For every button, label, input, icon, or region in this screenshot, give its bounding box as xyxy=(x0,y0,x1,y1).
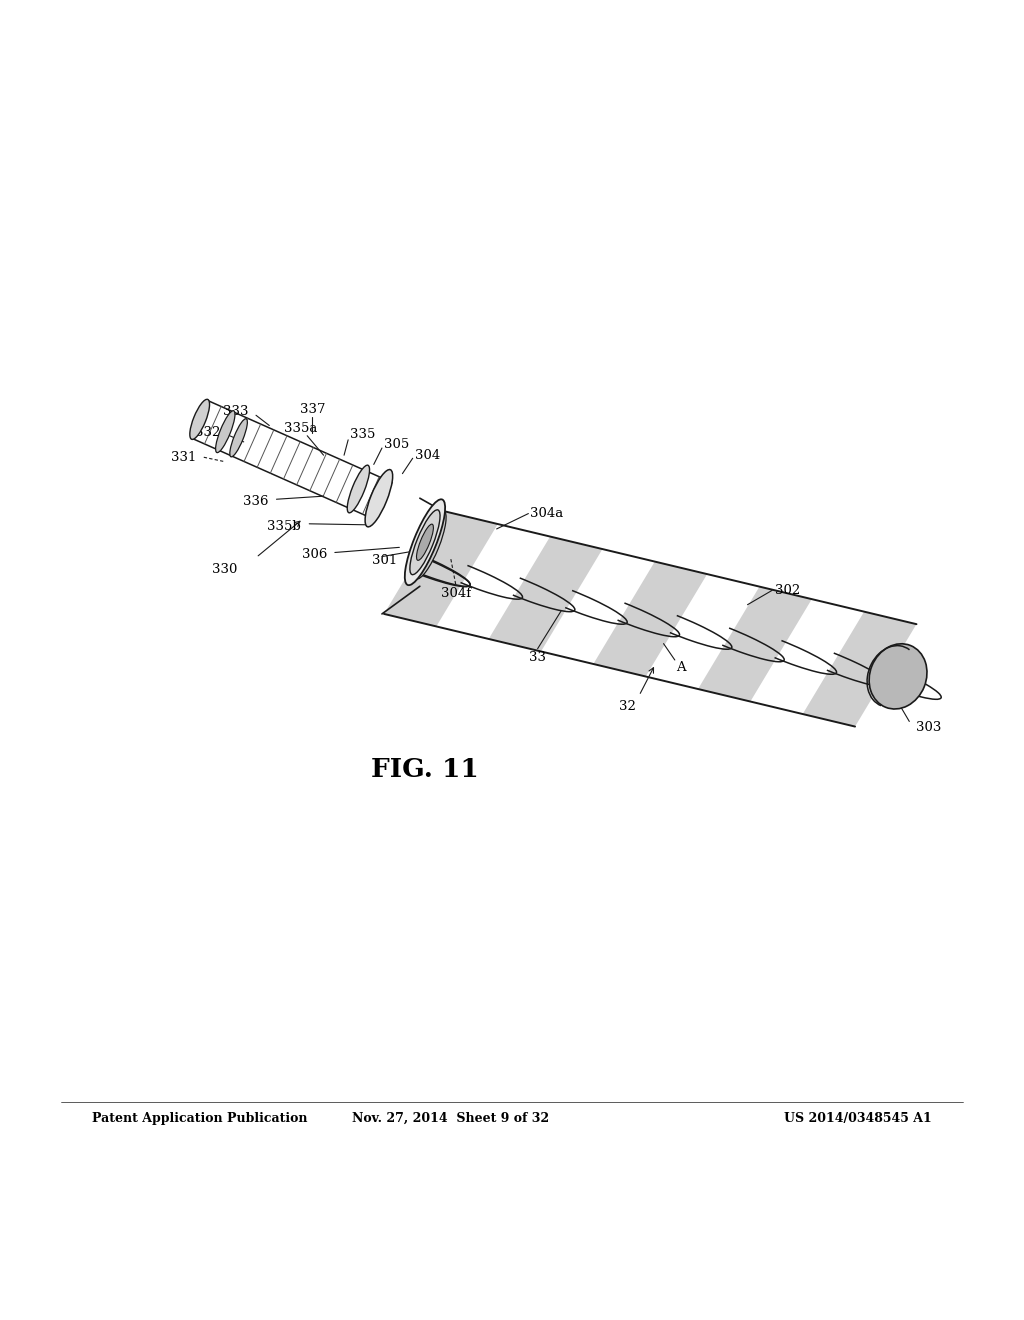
Text: 303: 303 xyxy=(916,721,942,734)
Text: 330: 330 xyxy=(212,564,238,577)
Polygon shape xyxy=(698,586,812,701)
Polygon shape xyxy=(593,561,708,676)
Text: Patent Application Publication: Patent Application Publication xyxy=(92,1113,307,1125)
Ellipse shape xyxy=(410,510,440,574)
Text: 335b: 335b xyxy=(267,520,301,533)
Ellipse shape xyxy=(347,465,370,513)
Text: 337: 337 xyxy=(300,403,325,416)
Text: 304: 304 xyxy=(415,449,440,462)
Text: 301: 301 xyxy=(372,554,397,568)
Ellipse shape xyxy=(869,644,927,709)
Text: 304a: 304a xyxy=(530,507,563,520)
Text: 332: 332 xyxy=(195,426,220,440)
Text: 331: 331 xyxy=(171,450,197,463)
Polygon shape xyxy=(384,512,498,627)
Polygon shape xyxy=(803,611,916,726)
Text: 32: 32 xyxy=(620,700,636,713)
Text: 305: 305 xyxy=(384,438,410,451)
Text: A: A xyxy=(676,661,686,673)
Ellipse shape xyxy=(216,411,234,453)
Polygon shape xyxy=(488,536,602,652)
Ellipse shape xyxy=(407,504,443,581)
Ellipse shape xyxy=(366,470,392,527)
Text: FIG. 11: FIG. 11 xyxy=(371,758,479,781)
Text: 33: 33 xyxy=(529,652,546,664)
Text: 335: 335 xyxy=(350,428,376,441)
Ellipse shape xyxy=(417,524,433,561)
Text: Nov. 27, 2014  Sheet 9 of 32: Nov. 27, 2014 Sheet 9 of 32 xyxy=(352,1113,549,1125)
Ellipse shape xyxy=(404,499,445,585)
Ellipse shape xyxy=(414,511,446,579)
Text: US 2014/0348545 A1: US 2014/0348545 A1 xyxy=(784,1113,932,1125)
Ellipse shape xyxy=(189,399,210,440)
Text: 306: 306 xyxy=(302,548,328,561)
Ellipse shape xyxy=(229,418,248,457)
Text: 336: 336 xyxy=(243,495,268,508)
Text: 335a: 335a xyxy=(285,422,317,436)
Text: 302: 302 xyxy=(775,583,801,597)
Text: 333: 333 xyxy=(223,405,249,417)
Text: 304f: 304f xyxy=(440,587,471,599)
